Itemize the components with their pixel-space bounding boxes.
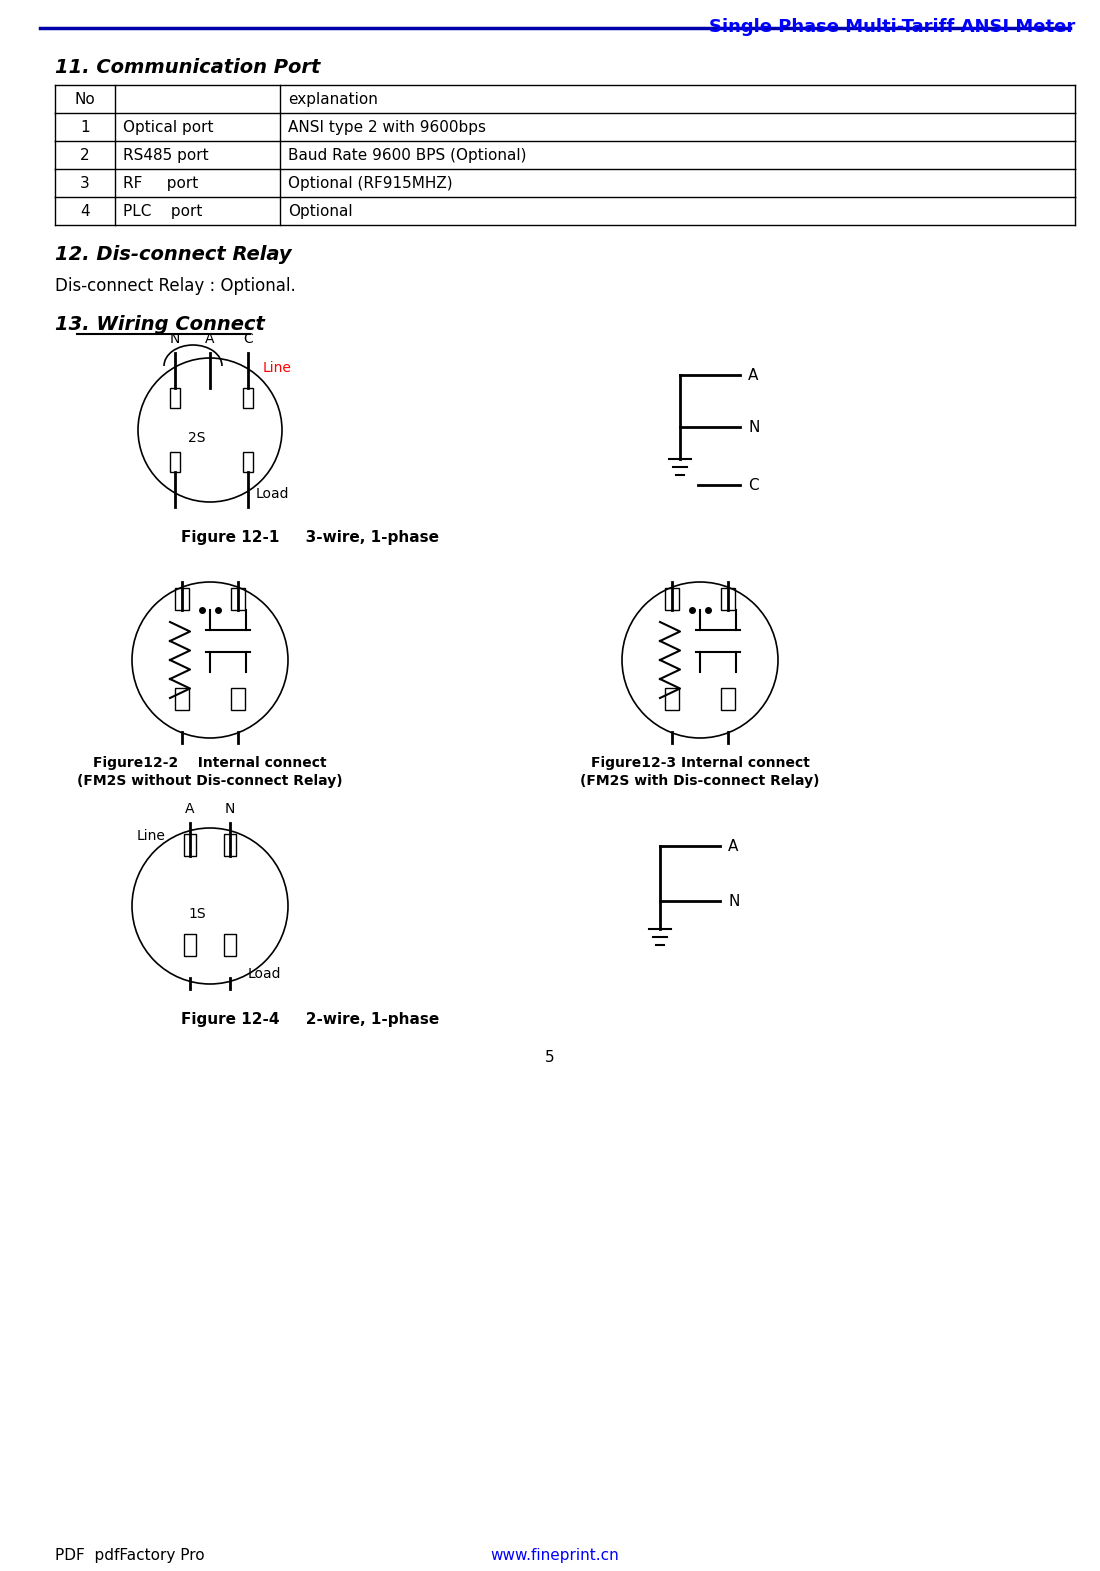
Text: Optical port: Optical port [123, 119, 213, 135]
Text: ANSI type 2 with 9600bps: ANSI type 2 with 9600bps [288, 119, 486, 135]
Bar [175, 588, 189, 610]
Bar [720, 688, 735, 710]
Text: Baud Rate 9600 BPS (Optional): Baud Rate 9600 BPS (Optional) [288, 148, 527, 162]
Bar [170, 388, 180, 408]
Bar [666, 688, 679, 710]
Text: Optional: Optional [288, 204, 353, 218]
Text: 4: 4 [80, 204, 90, 218]
Bar [231, 588, 245, 610]
Text: No: No [75, 91, 96, 107]
Bar [184, 935, 196, 957]
Text: A: A [748, 368, 758, 382]
Text: A: A [728, 839, 738, 853]
Text: A: A [206, 331, 214, 346]
Text: 1S: 1S [188, 906, 206, 921]
Text: Optional (RF915MHZ): Optional (RF915MHZ) [288, 176, 452, 190]
Bar [243, 388, 253, 408]
Text: RS485 port: RS485 port [123, 148, 209, 162]
Text: A: A [185, 803, 195, 815]
Text: Figure12-2    Internal connect: Figure12-2 Internal connect [94, 756, 327, 770]
Text: Dis-connect Relay : Optional.: Dis-connect Relay : Optional. [55, 276, 296, 295]
Text: 13. Wiring Connect: 13. Wiring Connect [55, 316, 265, 335]
Bar [170, 452, 180, 471]
Text: www.fineprint.cn: www.fineprint.cn [490, 1547, 618, 1563]
Text: N: N [169, 331, 180, 346]
Text: Load: Load [248, 968, 282, 980]
Text: Figure 12-4     2-wire, 1-phase: Figure 12-4 2-wire, 1-phase [180, 1012, 439, 1027]
Text: 3: 3 [80, 176, 90, 190]
Text: C: C [748, 478, 759, 492]
Text: Figure 12-1     3-wire, 1-phase: Figure 12-1 3-wire, 1-phase [182, 529, 439, 545]
Bar [175, 688, 189, 710]
Text: 2: 2 [80, 148, 90, 162]
Text: N: N [748, 419, 759, 435]
Bar [720, 588, 735, 610]
Text: Figure12-3 Internal connect: Figure12-3 Internal connect [591, 756, 810, 770]
Text: Line: Line [136, 829, 165, 844]
Text: 5: 5 [546, 1049, 554, 1065]
Text: Line: Line [263, 361, 292, 375]
Text: Single Phase Multi-Tariff ANSI Meter: Single Phase Multi-Tariff ANSI Meter [708, 17, 1075, 36]
Text: RF     port: RF port [123, 176, 198, 190]
Text: C: C [243, 331, 253, 346]
Text: N: N [728, 894, 739, 908]
Bar [243, 452, 253, 471]
Bar [224, 935, 236, 957]
Text: PDF  pdfFactory Pro: PDF pdfFactory Pro [55, 1547, 205, 1563]
Text: 1: 1 [80, 119, 90, 135]
Bar [184, 834, 196, 856]
Text: 2S: 2S [188, 430, 206, 445]
Text: Load: Load [256, 487, 289, 501]
Text: (FM2S without Dis-connect Relay): (FM2S without Dis-connect Relay) [77, 775, 343, 789]
Text: 12. Dis-connect Relay: 12. Dis-connect Relay [55, 245, 292, 264]
Bar [666, 588, 679, 610]
Bar [224, 834, 236, 856]
Bar [231, 688, 245, 710]
Text: (FM2S with Dis-connect Relay): (FM2S with Dis-connect Relay) [581, 775, 820, 789]
Text: PLC    port: PLC port [123, 204, 202, 218]
Text: N: N [224, 803, 235, 815]
Text: 11. Communication Port: 11. Communication Port [55, 58, 320, 77]
Text: explanation: explanation [288, 91, 378, 107]
